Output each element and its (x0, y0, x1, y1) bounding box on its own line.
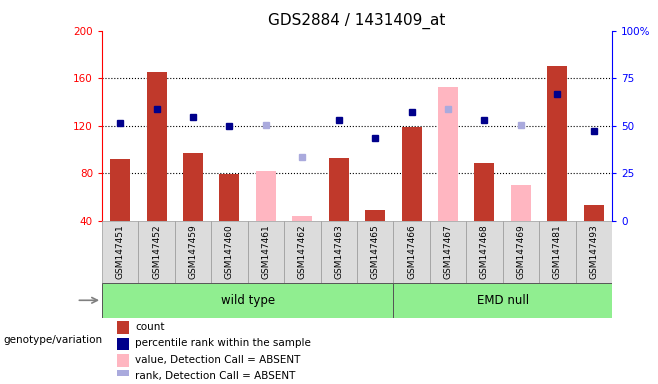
Bar (430, 221, 467, 283)
Bar (102, 221, 138, 283)
Text: GSM147461: GSM147461 (261, 225, 270, 279)
Bar (220, 174, 240, 221)
Bar (393, 283, 612, 318)
Text: GSM147469: GSM147469 (517, 225, 525, 279)
Bar (147, 72, 166, 221)
Text: GSM147452: GSM147452 (152, 225, 161, 279)
Title: GDS2884 / 1431409_at: GDS2884 / 1431409_at (268, 13, 445, 29)
Text: EMD null: EMD null (476, 294, 529, 307)
Text: GSM147463: GSM147463 (334, 225, 343, 279)
Bar (102, 283, 393, 318)
Bar (256, 171, 276, 221)
Bar (117, 354, 128, 367)
Text: GSM147459: GSM147459 (189, 225, 197, 279)
Text: GSM147481: GSM147481 (553, 225, 562, 279)
Bar (138, 221, 175, 283)
Text: GSM147468: GSM147468 (480, 225, 489, 279)
Bar (183, 153, 203, 221)
Bar (474, 162, 494, 221)
Bar (117, 371, 128, 383)
Text: GSM147493: GSM147493 (589, 225, 598, 279)
Bar (211, 221, 247, 283)
Bar (117, 338, 128, 351)
Text: GSM147460: GSM147460 (225, 225, 234, 279)
Bar (576, 221, 612, 283)
Text: rank, Detection Call = ABSENT: rank, Detection Call = ABSENT (135, 371, 295, 381)
Bar (365, 210, 385, 221)
Text: GSM147465: GSM147465 (370, 225, 380, 279)
Bar (547, 66, 567, 221)
Bar (175, 221, 211, 283)
Bar (329, 158, 349, 221)
Bar (584, 205, 604, 221)
Bar (467, 221, 503, 283)
Bar (511, 185, 531, 221)
Bar (503, 221, 539, 283)
Bar (393, 221, 430, 283)
Bar (292, 216, 313, 221)
Text: wild type: wild type (220, 294, 275, 307)
Bar (247, 221, 284, 283)
Bar (539, 221, 576, 283)
Text: percentile rank within the sample: percentile rank within the sample (135, 338, 311, 348)
Bar (117, 321, 128, 334)
Bar (320, 221, 357, 283)
Bar (357, 221, 393, 283)
Text: count: count (135, 322, 164, 332)
Text: GSM147467: GSM147467 (443, 225, 453, 279)
Text: genotype/variation: genotype/variation (3, 335, 103, 345)
Bar (284, 221, 320, 283)
Text: GSM147462: GSM147462 (298, 225, 307, 279)
Text: GSM147451: GSM147451 (116, 225, 125, 279)
Text: GSM147466: GSM147466 (407, 225, 416, 279)
Text: value, Detection Call = ABSENT: value, Detection Call = ABSENT (135, 355, 301, 365)
Bar (401, 127, 422, 221)
Bar (110, 159, 130, 221)
Bar (438, 86, 458, 221)
